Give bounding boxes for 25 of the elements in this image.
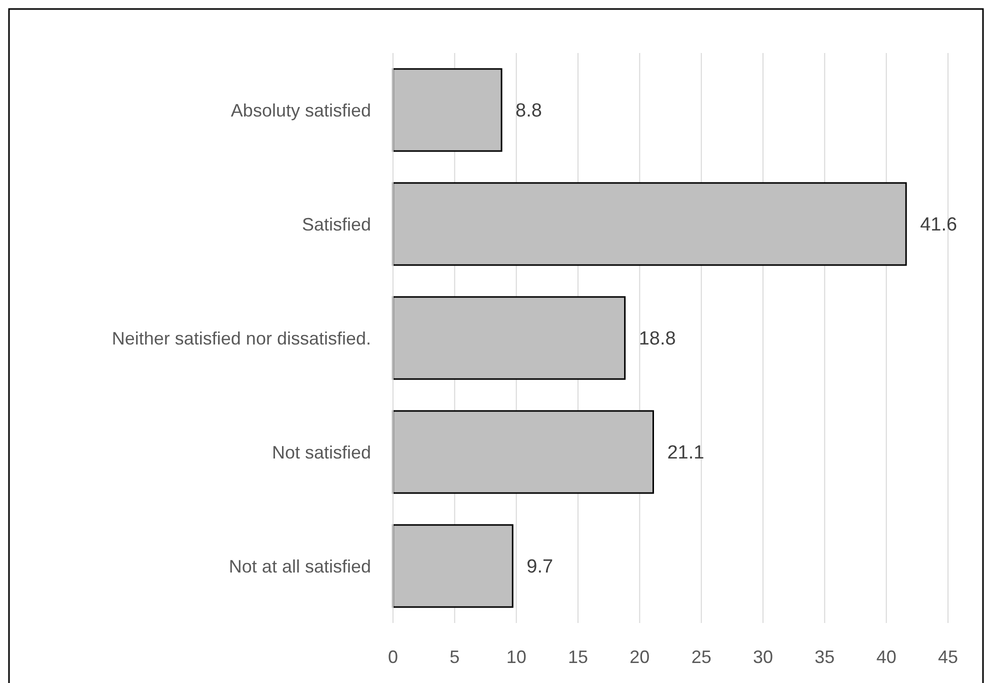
x-tick-label: 10 — [506, 647, 526, 667]
y-tick-label: Not at all satisfied — [228, 556, 371, 576]
bar — [392, 410, 654, 494]
x-tick-label: 20 — [630, 647, 650, 667]
bar — [392, 68, 502, 152]
y-tick-label: Neither satisfied nor dissatisfied. — [112, 328, 371, 348]
x-tick-label: 0 — [388, 647, 398, 667]
x-tick-label: 40 — [876, 647, 896, 667]
x-tick-label: 35 — [814, 647, 835, 667]
y-tick-label: Absoluty satisfied — [230, 100, 371, 120]
data-label: 18.8 — [638, 328, 676, 350]
bar — [392, 524, 514, 608]
x-tick-label: 30 — [752, 647, 774, 667]
x-tick-label: 25 — [691, 647, 712, 667]
x-tick-label: 5 — [450, 647, 460, 667]
data-label: 9.7 — [526, 556, 554, 578]
bar — [392, 296, 626, 380]
y-tick-label: Satisfied — [302, 214, 371, 234]
data-label: 41.6 — [920, 214, 958, 236]
x-tick-label: 45 — [938, 647, 958, 667]
data-label: 21.1 — [667, 442, 704, 464]
data-label: 8.8 — [516, 100, 542, 122]
x-tick-label: 15 — [568, 647, 588, 667]
y-tick-label: Not satisfied — [272, 442, 371, 462]
bar — [392, 182, 907, 266]
